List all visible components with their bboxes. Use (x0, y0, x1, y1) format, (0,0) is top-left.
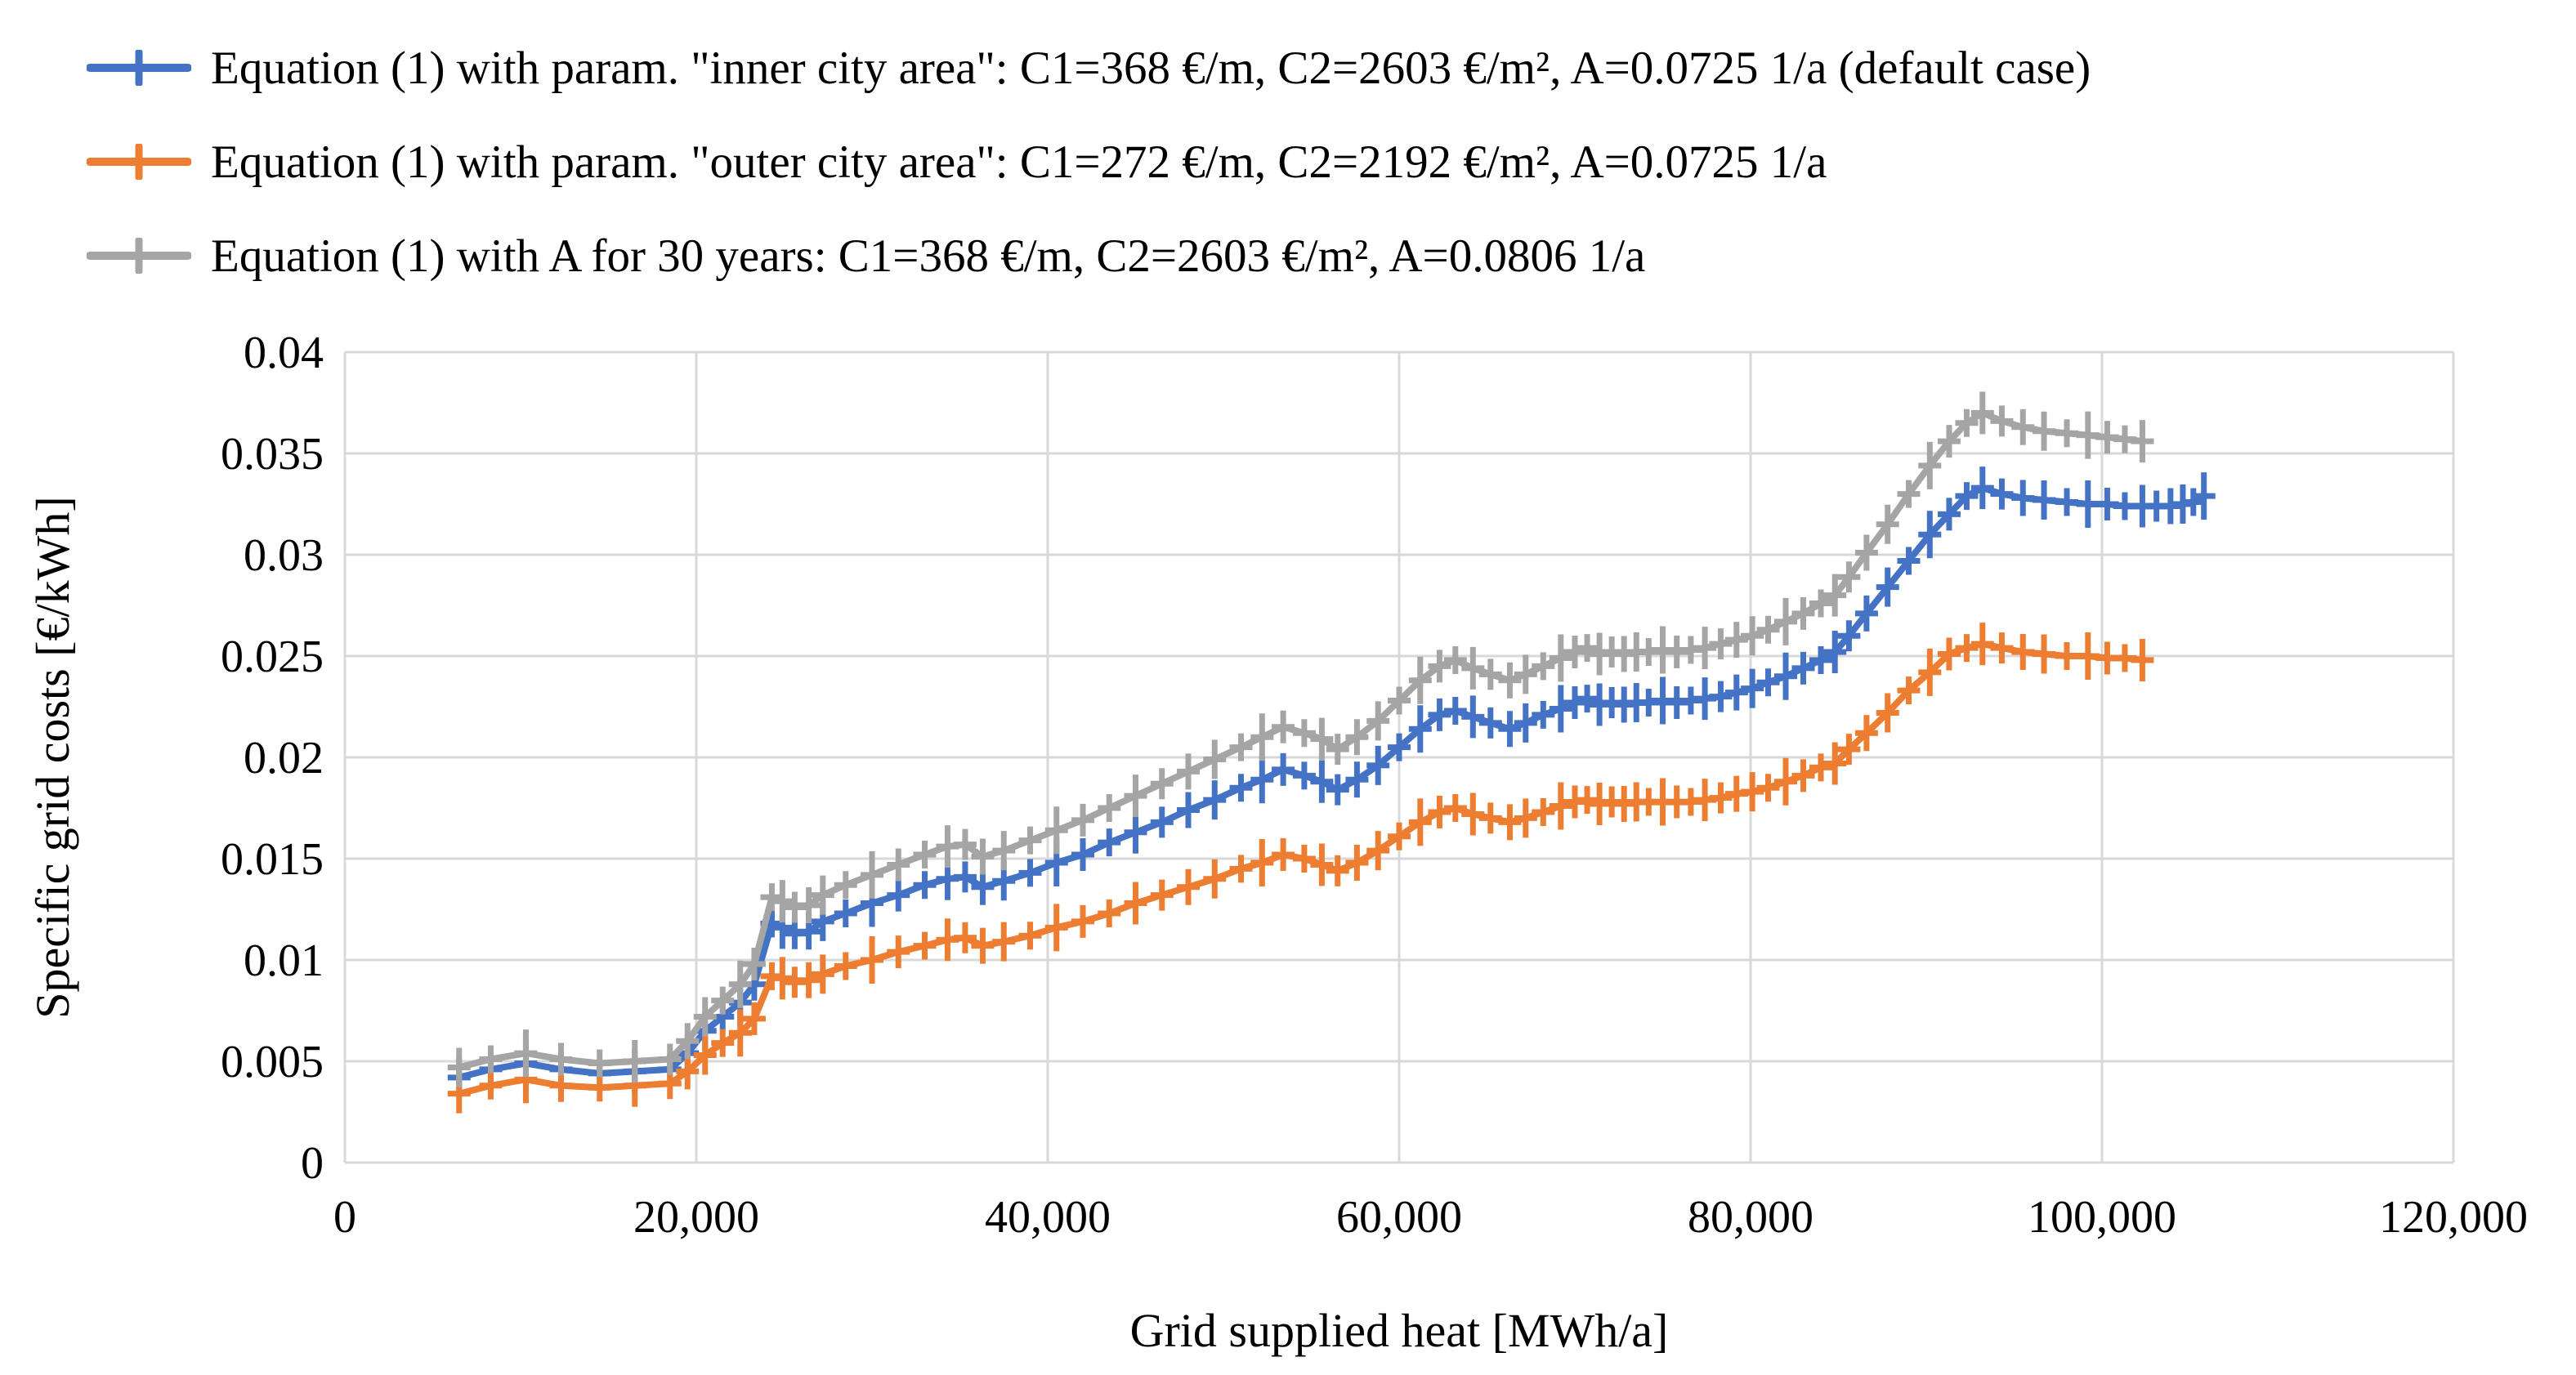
x-tick-label: 40,000 (985, 1192, 1111, 1243)
y-tick-label: 0.02 (244, 733, 324, 783)
legend: Equation (1) with param. "inner city are… (87, 34, 2091, 316)
y-tick-label: 0.04 (244, 328, 324, 378)
data-series (447, 391, 2216, 1114)
legend-label: Equation (1) with A for 30 years: C1=368… (211, 230, 1646, 282)
legend-label: Equation (1) with param. "outer city are… (211, 136, 1827, 188)
y-tick-label: 0.01 (244, 935, 324, 986)
series-inner-city-default (447, 467, 2216, 1097)
y-tick-label: 0 (301, 1138, 324, 1189)
y-axis-tick-labels: 0 0.005 0.01 0.015 0.02 0.025 0.03 0.035 0.04 (221, 328, 324, 1189)
x-axis-tick-labels: 0 20,000 40,000 60,000 80,000 100,000 120,000 (333, 1192, 2528, 1243)
x-axis-title: Grid supplied heat [MWh/a] (1130, 1304, 1669, 1357)
series-a-30-years (447, 391, 2154, 1087)
legend-item-inner-city-default: Equation (1) with param. "inner city are… (87, 34, 2091, 101)
y-tick-label: 0.035 (221, 429, 324, 480)
legend-item-a-30-years: Equation (1) with A for 30 years: C1=368… (87, 222, 2091, 289)
x-tick-label: 100,000 (2028, 1192, 2176, 1243)
plus-marker-line-icon (87, 144, 191, 180)
y-tick-label: 0.03 (244, 530, 324, 581)
legend-label: Equation (1) with param. "inner city are… (211, 42, 2091, 94)
x-tick-label: 60,000 (1336, 1192, 1462, 1243)
y-tick-label: 0.025 (221, 632, 324, 682)
x-tick-label: 120,000 (2379, 1192, 2528, 1243)
x-tick-label: 20,000 (633, 1192, 759, 1243)
y-tick-label: 0.015 (221, 834, 324, 885)
x-tick-label: 0 (333, 1192, 356, 1243)
x-tick-label: 80,000 (1688, 1192, 1813, 1243)
series-outer-city (447, 623, 2154, 1114)
legend-item-outer-city: Equation (1) with param. "outer city are… (87, 128, 2091, 195)
plus-marker-line-icon (87, 50, 191, 86)
plus-marker-line-icon (87, 238, 191, 274)
y-tick-label: 0.005 (221, 1037, 324, 1087)
y-axis-title: Specific grid costs [€/kWh] (26, 496, 79, 1018)
